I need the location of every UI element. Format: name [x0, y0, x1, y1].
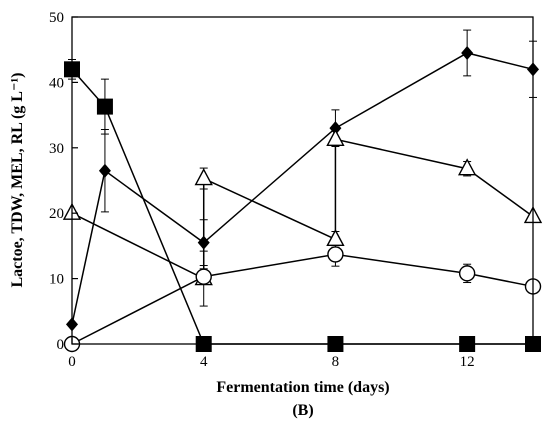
series-lines-layer [71, 52, 534, 345]
data-point-circle [458, 265, 476, 282]
y-tick-label: 50 [49, 10, 64, 26]
markers-layer [62, 45, 543, 353]
data-point-circle [327, 246, 344, 263]
x-tick-label: 8 [332, 354, 340, 370]
x-tick-label: 0 [68, 354, 76, 370]
y-axis-title: Lactoe, TDW, MEL, RL (g L⁻¹) [9, 72, 26, 287]
data-point-circle [195, 268, 212, 285]
data-point-triangle [194, 168, 213, 186]
series-line-square-filled [71, 68, 533, 345]
y-tick-label: 10 [49, 272, 64, 288]
x-axis-title: Fermentation time (days) [216, 379, 389, 396]
data-point-triangle [326, 228, 345, 247]
data-point-diamond [197, 235, 210, 250]
data-point-diamond [329, 121, 342, 136]
axes-layer: 0 10 20 30 40 50 0 4 8 12 [49, 10, 534, 370]
y-tick-label: 0 [57, 337, 65, 353]
y-tick-label: 40 [49, 75, 64, 91]
panel-label: (B) [292, 402, 313, 419]
data-point-diamond [98, 163, 111, 178]
plot-frame [71, 16, 534, 345]
series-line-diamond-filled [71, 52, 534, 325]
data-point-triangle [326, 128, 345, 146]
data-point-square [96, 98, 113, 115]
data-point-diamond [461, 45, 474, 60]
x-tick-label: 4 [200, 354, 208, 370]
series-line-triangle-open [71, 138, 534, 280]
y-tick-label: 30 [49, 141, 64, 157]
x-tick-label: 12 [460, 354, 475, 370]
data-point-triangle [457, 158, 477, 176]
y-tick-label: 20 [49, 206, 64, 222]
